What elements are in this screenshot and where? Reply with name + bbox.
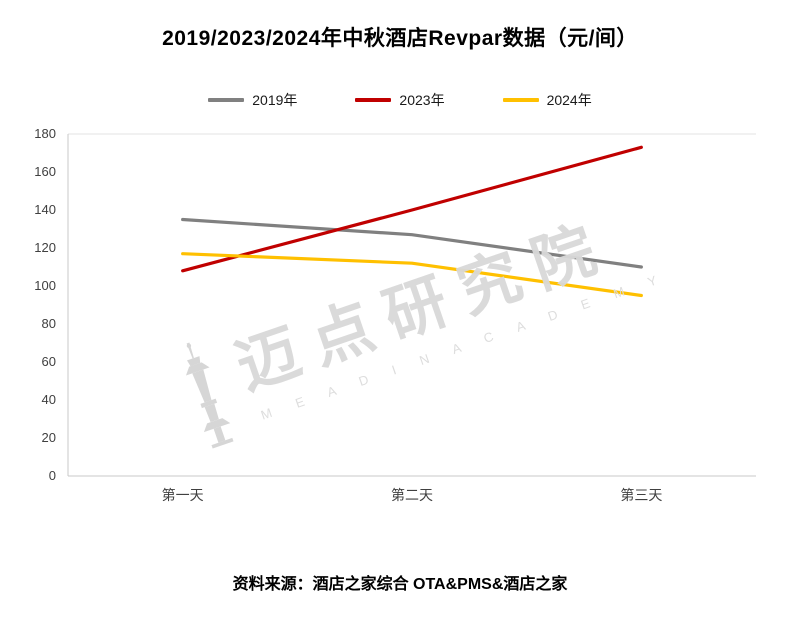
- y-tick-label: 40: [42, 392, 56, 407]
- y-tick-label: 160: [34, 164, 56, 179]
- source-note: 资料来源：酒店之家综合 OTA&PMS&酒店之家: [232, 576, 568, 593]
- series-line-2023年: [181, 145, 643, 273]
- page-title: 2019/2023/2024年中秋酒店Revpar数据（元/间）: [162, 27, 638, 50]
- legend-item-2019: 2019年: [208, 90, 297, 110]
- y-tick-label: 180: [34, 126, 56, 141]
- legend-label-2024: 2024年: [546, 92, 592, 108]
- legend-item-2023: 2023年: [355, 90, 445, 110]
- legend-swatch-2023: [355, 98, 392, 102]
- x-tick-label: 第二天: [391, 487, 433, 503]
- chart-area: 0 20 40 60 80 100 120 140 160 180 第一天 第二天 第三天: [18, 116, 800, 523]
- y-tick-label: 0: [49, 468, 56, 483]
- y-tick-label: 80: [42, 316, 56, 331]
- y-tick-label: 140: [34, 202, 56, 217]
- y-tick-label: 100: [34, 278, 56, 293]
- x-tick-label: 第一天: [162, 487, 204, 503]
- x-tick-label: 第三天: [620, 487, 662, 503]
- legend-label-2019: 2019年: [252, 92, 298, 108]
- y-tick-label: 20: [42, 430, 56, 445]
- legend-item-2024: 2024年: [502, 90, 592, 110]
- legend-label-2023: 2023年: [399, 92, 445, 108]
- line-chart: 0 20 40 60 80 100 120 140 160 180 第一天 第二天 第三天: [34, 126, 756, 503]
- legend-swatch-2024: [502, 98, 539, 102]
- legend-swatch-2019: [208, 98, 245, 102]
- series-line-2024年: [181, 252, 643, 298]
- y-tick-label: 60: [42, 354, 56, 369]
- series-line-2019年: [181, 217, 643, 269]
- y-tick-label: 120: [34, 240, 56, 255]
- chart-legend: 2019年 2023年 2024年: [0, 90, 800, 110]
